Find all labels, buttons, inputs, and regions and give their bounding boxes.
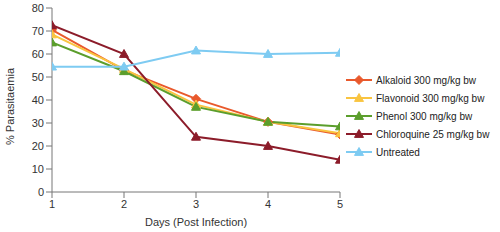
html-text:Untreated: Untreated <box>376 146 420 158</box>
svg-text:60: 60 <box>32 48 44 60</box>
svg-text:% Parasitaemia: % Parasitaemia <box>8 67 16 145</box>
html-text:Alkaloid 300 mg/kg bw: Alkaloid 300 mg/kg bw <box>376 74 477 86</box>
svg-text:1: 1 <box>49 198 55 210</box>
svg-text:20: 20 <box>32 140 44 152</box>
svg-text:Days (Post Infection): Days (Post Infection) <box>145 216 247 228</box>
svg-text:10: 10 <box>32 163 44 175</box>
svg-text:2: 2 <box>121 198 127 210</box>
svg-text:70: 70 <box>32 25 44 37</box>
svg-text:80: 80 <box>32 2 44 14</box>
svg-text:0: 0 <box>38 186 44 198</box>
svg-text:50: 50 <box>32 71 44 83</box>
html-text:Chloroquine 25 mg/kg bw: Chloroquine 25 mg/kg bw <box>376 128 490 140</box>
svg-text:5: 5 <box>337 198 343 210</box>
html-text:Phenol 300 mg/kg bw: Phenol 300 mg/kg bw <box>376 110 473 122</box>
svg-text:4: 4 <box>265 198 271 210</box>
html-text:Flavonoid 300 mg/kg bw: Flavonoid 300 mg/kg bw <box>376 92 485 104</box>
svg-text:3: 3 <box>193 198 199 210</box>
svg-text:30: 30 <box>32 117 44 129</box>
svg-text:40: 40 <box>32 94 44 106</box>
